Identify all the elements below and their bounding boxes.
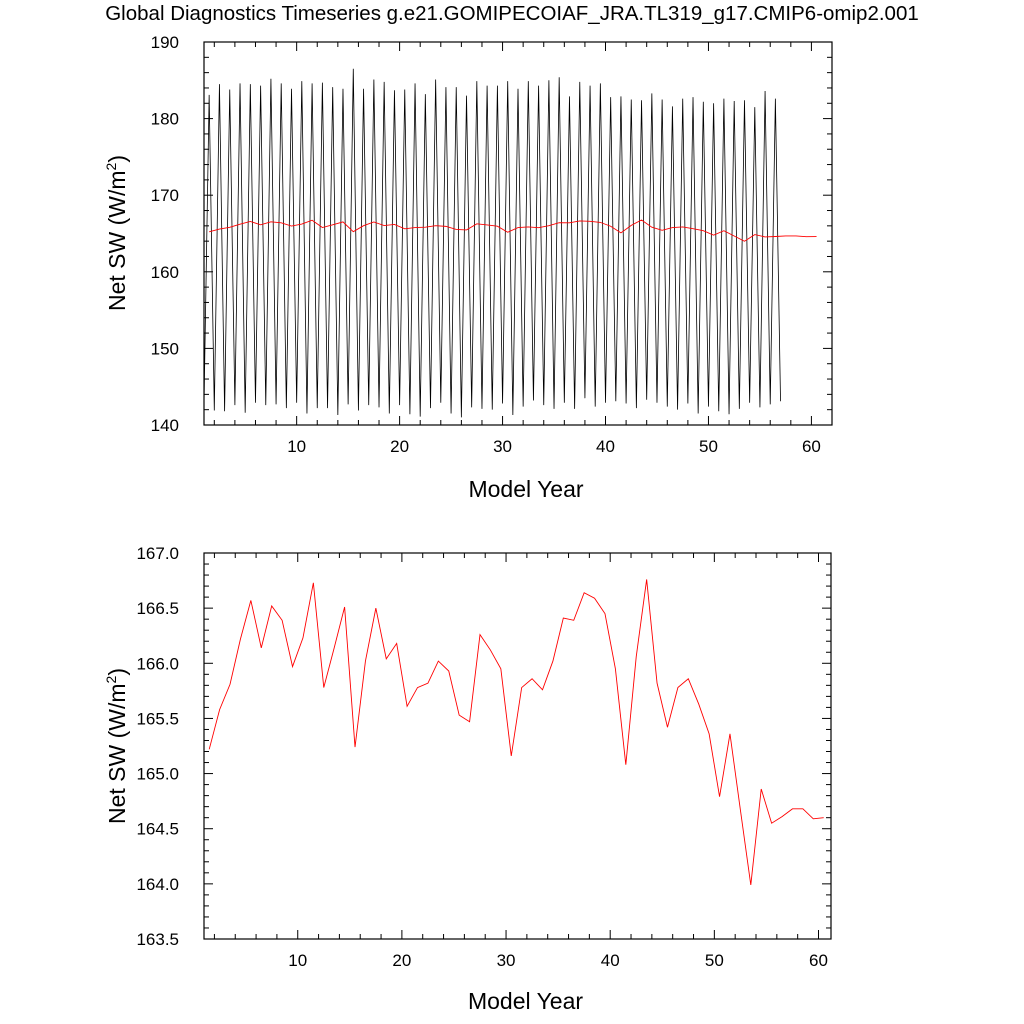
y-axis-title: Net SW (W/m2) (103, 155, 130, 311)
x-tick-label: 40 (596, 437, 615, 456)
y-tick-label: 165.5 (136, 709, 179, 728)
x-tick-label: 50 (699, 437, 718, 456)
annual-mean-netsw-line (209, 219, 817, 242)
monthly-netsw-line (204, 68, 781, 418)
x-axis-title: Model Year (468, 988, 583, 1014)
y-tick-label: 190 (151, 33, 179, 52)
x-tick-label: 30 (497, 951, 516, 970)
y-tick-label: 150 (151, 339, 179, 358)
y-tick-label: 163.5 (136, 930, 179, 949)
y-tick-label: 164.5 (136, 820, 179, 839)
y-tick-label: 140 (151, 416, 179, 435)
x-tick-label: 10 (288, 951, 307, 970)
y-tick-label: 164.0 (136, 875, 179, 894)
x-tick-label: 50 (705, 951, 724, 970)
plot-frame (203, 552, 832, 940)
y-tick-label: 167.0 (136, 544, 179, 563)
y-tick-label: 180 (151, 110, 179, 129)
x-tick-label: 30 (493, 437, 512, 456)
y-tick-label: 166.0 (136, 654, 179, 673)
x-tick-label: 40 (601, 951, 620, 970)
x-axis-title: Model Year (468, 476, 583, 502)
y-axis-title: Net SW (W/m2) (103, 668, 130, 824)
x-tick-label: 20 (390, 437, 409, 456)
x-tick-label: 60 (809, 951, 828, 970)
y-tick-label: 166.5 (136, 599, 179, 618)
chart-panel-1: 10 20 30 40 50 60 140 150 160 170 180 190 Model Year… (103, 33, 833, 502)
y-tick-label: 170 (151, 186, 179, 205)
plot-frame (203, 41, 833, 426)
x-tick-label: 20 (392, 951, 411, 970)
annual-mean-netsw-line (208, 579, 824, 886)
y-tick-label: 160 (151, 263, 179, 282)
chart-panel-2: 10 20 30 40 50 60 163.5 164.0 164.5 165.0 165.5 166… (103, 544, 832, 1014)
x-tick-label: 10 (287, 437, 306, 456)
figure-title: Global Diagnostics Timeseries g.e21.GOMI… (105, 2, 919, 25)
x-tick-label: 60 (802, 437, 821, 456)
y-tick-label: 165.0 (136, 765, 179, 784)
